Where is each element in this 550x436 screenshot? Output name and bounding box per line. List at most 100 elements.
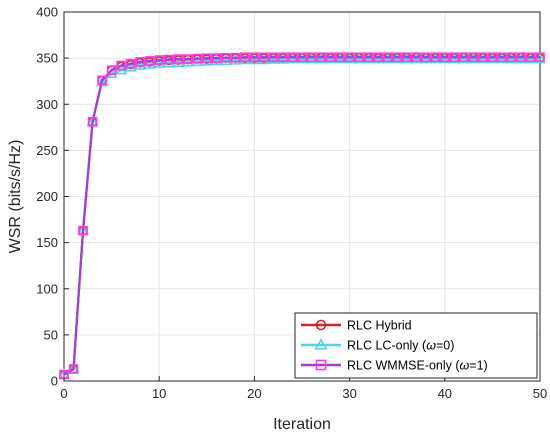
- data-point-marker: [487, 52, 498, 63]
- data-point-marker: [438, 52, 451, 64]
- data-point-marker: [297, 52, 307, 63]
- data-point-marker: [354, 52, 364, 63]
- data-point-marker: [439, 52, 450, 63]
- data-point-marker: [410, 52, 423, 64]
- data-point-marker: [153, 57, 166, 68]
- y-tick-label: 350: [36, 51, 58, 66]
- legend-label: RLC WMMSE-only (ω=1): [347, 359, 488, 373]
- legend: RLC Hybrid RLC LC-only (ω=0) RLC WMMSE-onl…: [294, 312, 538, 379]
- data-point-marker: [497, 52, 507, 63]
- data-point-marker: [430, 52, 441, 63]
- data-point-marker: [325, 52, 336, 63]
- x-axis-label: Iteration: [273, 416, 331, 433]
- data-point-marker: [143, 58, 156, 69]
- data-point-marker: [267, 53, 280, 64]
- series-2: [58, 52, 546, 379]
- data-point-marker: [525, 52, 536, 63]
- legend-label: RLC Hybrid: [347, 319, 412, 333]
- data-point-marker: [381, 52, 394, 64]
- data-point-marker: [429, 52, 442, 64]
- data-point-marker: [411, 52, 422, 63]
- data-point-marker: [154, 55, 164, 65]
- data-point-marker: [534, 52, 546, 64]
- data-point-marker: [106, 65, 117, 75]
- data-point-marker: [78, 225, 88, 236]
- data-point-marker: [495, 52, 508, 64]
- x-tick-label: 20: [247, 386, 261, 401]
- data-point-marker: [276, 53, 289, 64]
- data-point-marker: [296, 52, 308, 64]
- data-point-marker: [382, 52, 393, 63]
- legend-item: RLC LC-only (ω=0): [301, 338, 454, 353]
- data-point-marker: [96, 75, 109, 87]
- data-point-marker: [362, 52, 375, 64]
- data-point-marker: [286, 52, 299, 64]
- y-axis-label: WSR (bits/s/Hz): [7, 140, 24, 254]
- legend-label-prefix: RLC WMMSE-only (: [347, 359, 460, 373]
- data-point-marker: [134, 59, 147, 70]
- data-point-marker: [476, 52, 489, 64]
- data-point-marker: [392, 52, 403, 63]
- data-point-marker: [315, 52, 328, 64]
- data-point-marker: [448, 52, 461, 64]
- y-tick-label: 0: [51, 374, 58, 389]
- data-point-marker: [182, 54, 193, 64]
- data-point-marker: [505, 52, 518, 64]
- data-point-marker: [305, 52, 318, 64]
- data-point-marker: [335, 52, 345, 63]
- data-point-marker: [457, 52, 470, 64]
- data-point-marker: [124, 61, 137, 72]
- data-point-marker: [486, 52, 499, 64]
- data-point-marker: [97, 75, 107, 86]
- data-point-marker: [210, 54, 223, 66]
- data-point-marker: [506, 52, 517, 63]
- legend-item: RLC WMMSE-only (ω=1): [301, 359, 488, 373]
- data-point-marker: [68, 364, 79, 374]
- data-point-marker: [343, 52, 356, 64]
- data-point-marker: [144, 56, 155, 66]
- data-point-marker: [373, 52, 383, 63]
- data-point-marker: [391, 52, 404, 64]
- data-point-marker: [419, 52, 432, 64]
- data-point-marker: [524, 52, 537, 64]
- x-tick-label: 0: [60, 386, 67, 401]
- data-point-marker: [372, 52, 385, 64]
- data-point-marker: [211, 53, 222, 63]
- data-point-marker: [200, 55, 213, 66]
- data-point-marker: [353, 52, 366, 64]
- data-point-marker: [363, 52, 374, 63]
- data-point-marker: [514, 52, 527, 64]
- data-point-marker: [401, 52, 412, 63]
- data-point-marker: [192, 53, 203, 64]
- series-line: [63, 56, 540, 376]
- legend-label-suffix: =1): [469, 359, 487, 373]
- axis-ticks: 0 10 20 30 40 50 0 50 100 150 200 250 300 350 400: [36, 5, 547, 402]
- series-3: [59, 52, 545, 380]
- data-point-marker: [248, 53, 261, 65]
- data-point-marker: [467, 52, 480, 64]
- y-tick-label: 300: [36, 97, 58, 112]
- data-point-marker: [516, 52, 526, 63]
- data-point-marker: [449, 52, 460, 63]
- data-point-marker: [287, 52, 298, 63]
- legend-swatch-marker: [315, 359, 327, 371]
- data-point-marker: [202, 53, 212, 63]
- legend-label-symbol: ω: [426, 339, 436, 353]
- data-point-marker: [191, 55, 204, 67]
- legend-swatch-marker: [314, 338, 328, 350]
- x-tick-label: 30: [342, 386, 356, 401]
- data-point-marker: [229, 54, 242, 65]
- data-point-marker: [259, 52, 269, 63]
- legend-label: RLC LC-only (ω=0): [347, 339, 454, 353]
- legend-label-prefix: RLC LC-only (: [347, 339, 427, 353]
- data-point-marker: [420, 52, 431, 63]
- legend-item: RLC Hybrid: [301, 319, 412, 333]
- data-point-marker: [257, 53, 270, 65]
- data-point-marker: [162, 56, 175, 68]
- data-point-marker: [116, 60, 126, 71]
- data-point-marker: [478, 52, 488, 63]
- data-point-marker: [468, 52, 479, 63]
- y-tick-label: 50: [44, 327, 58, 342]
- data-point-marker: [306, 52, 317, 63]
- data-point-marker: [400, 52, 413, 64]
